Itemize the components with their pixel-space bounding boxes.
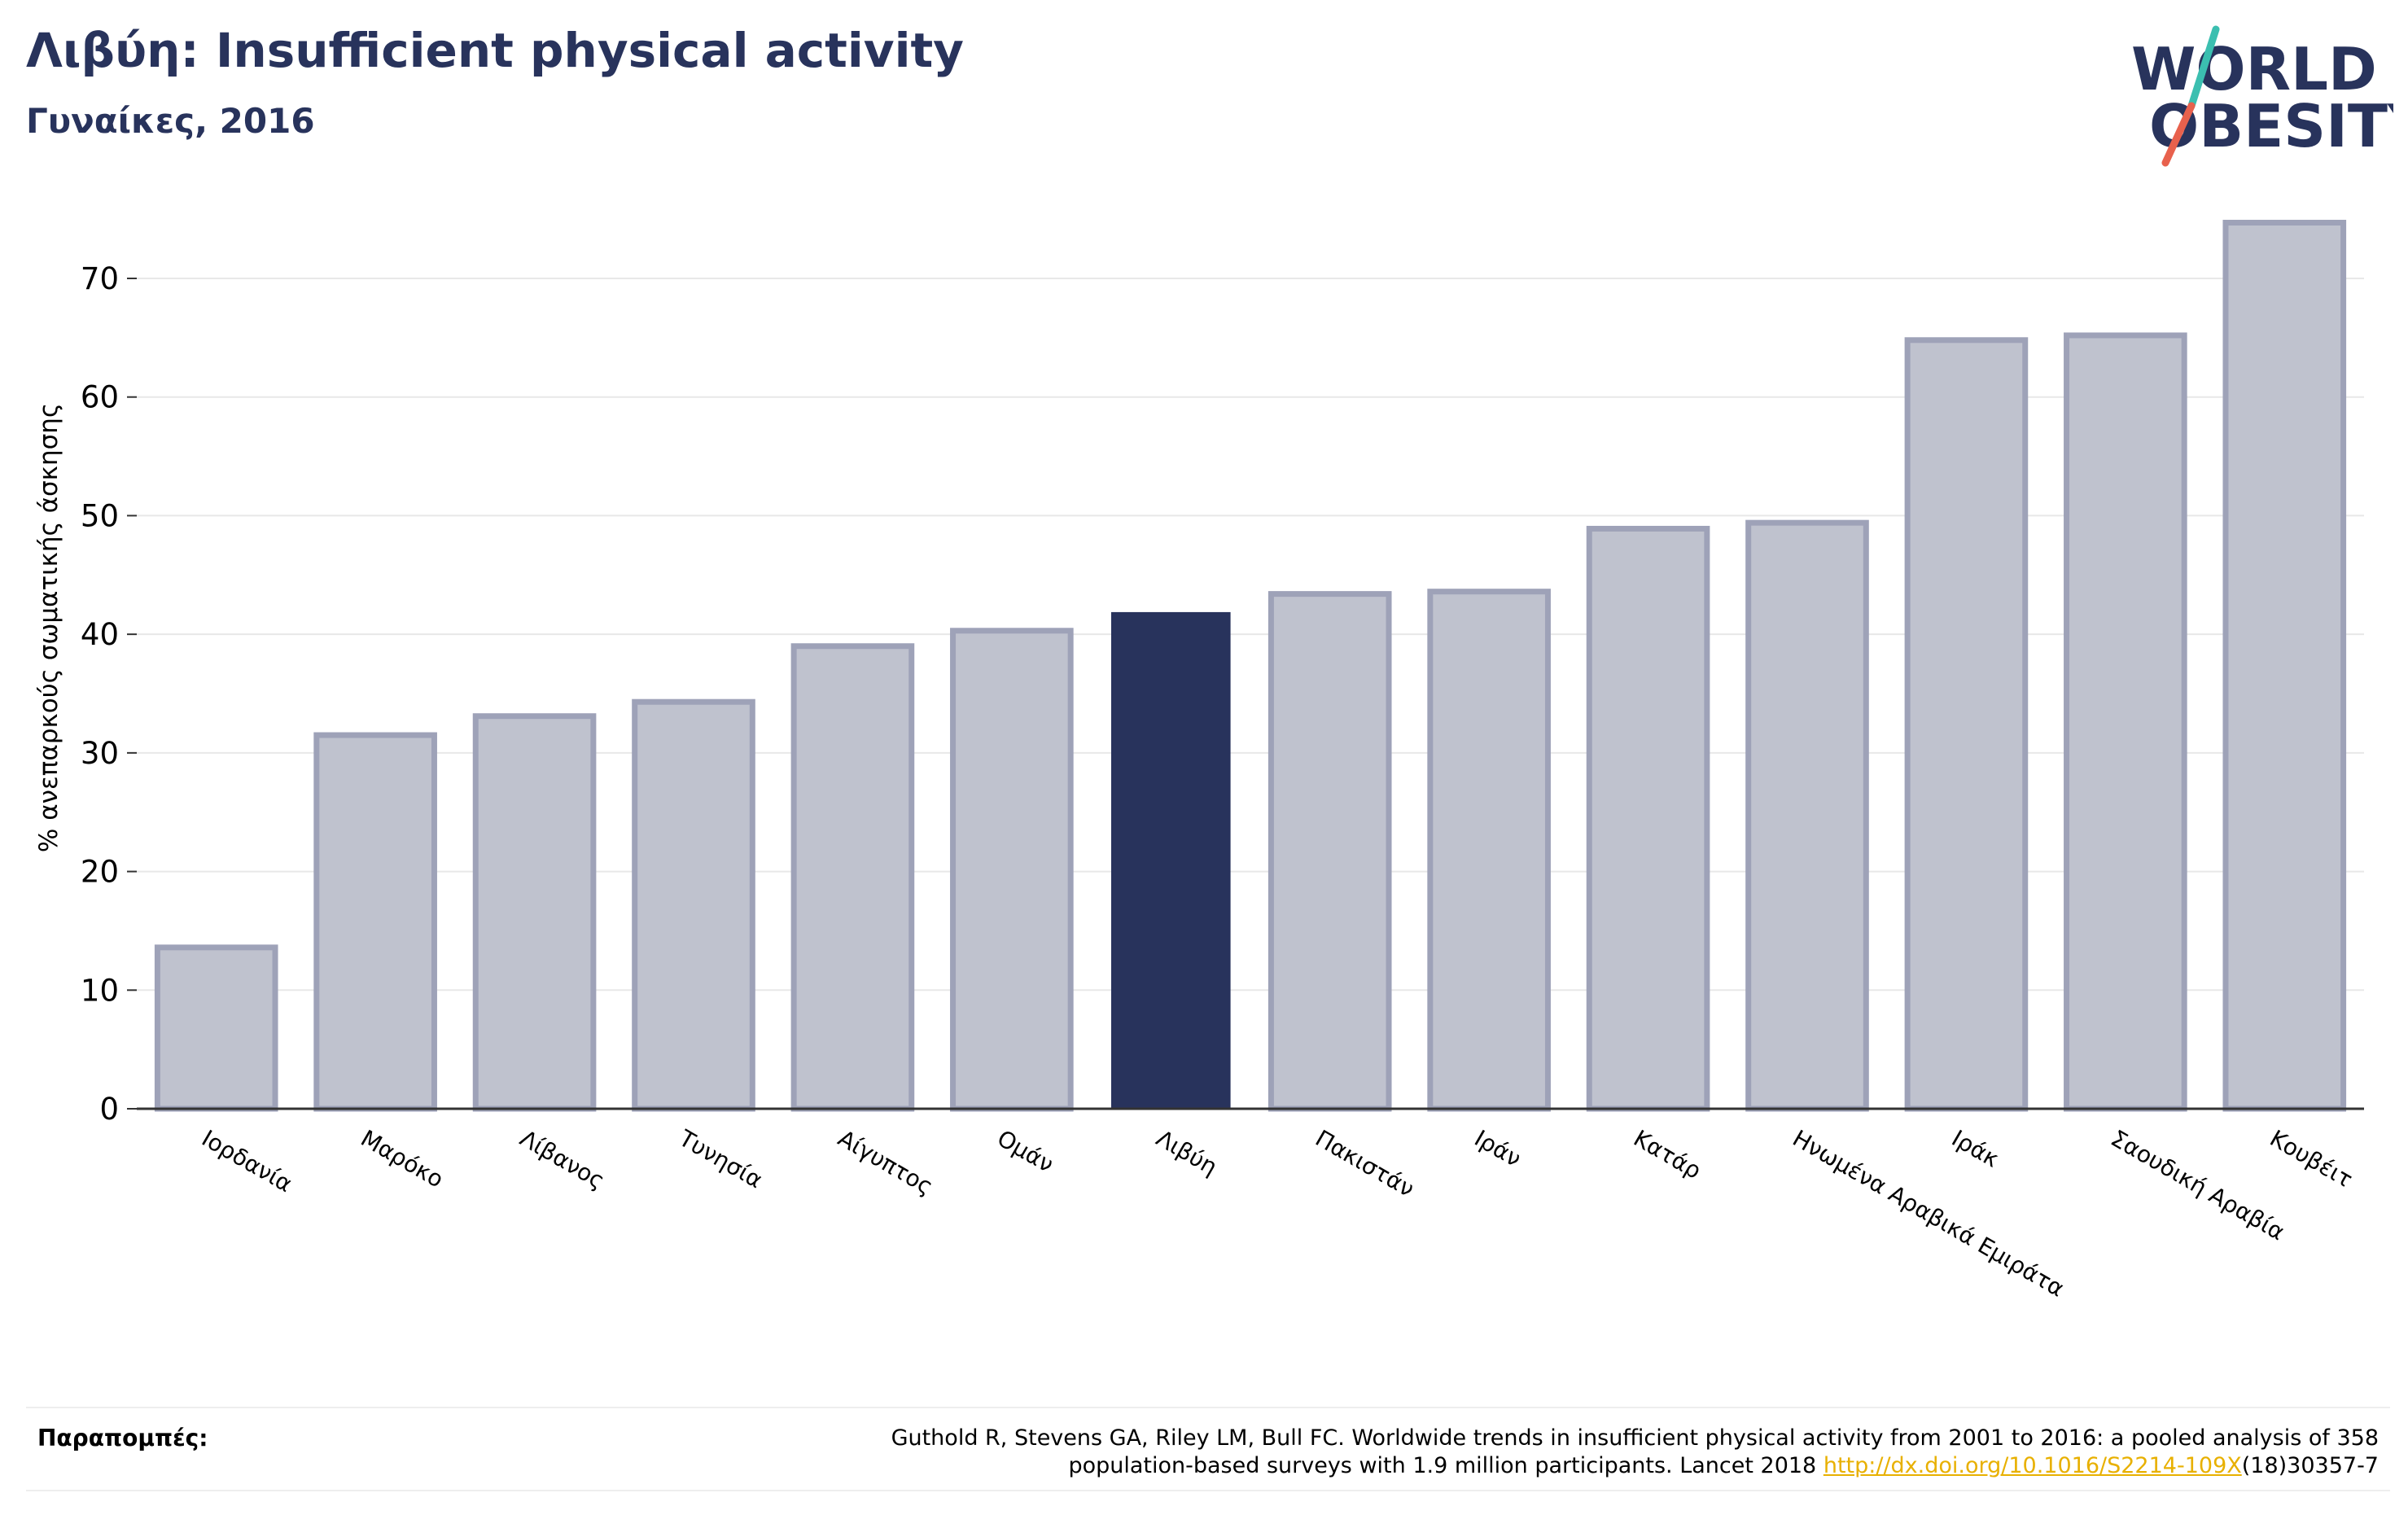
references-line-2-prefix: population-based surveys with 1.9 millio… <box>1068 1453 1824 1478</box>
bar <box>1267 591 1392 1112</box>
bars <box>154 220 2347 1112</box>
logo-slash-coral <box>2161 102 2196 167</box>
logo-line-world: WORLD <box>2131 35 2377 103</box>
x-tick-label: Ιορδανία <box>197 1124 296 1197</box>
y-tick-label: 50 <box>81 498 119 533</box>
x-tick-label: Σαουδική Αραβία <box>2106 1124 2289 1246</box>
bar <box>472 713 597 1112</box>
references-text: Guthold R, Stevens GA, Riley LM, Bull FC… <box>891 1425 2379 1480</box>
x-tick-label: Ιράκ <box>1947 1124 2003 1172</box>
references-label: Παραπομπές: <box>37 1425 208 1451</box>
references-line-1: Guthold R, Stevens GA, Riley LM, Bull FC… <box>891 1425 2379 1451</box>
y-tick-label: 60 <box>81 380 119 415</box>
x-tick-labels: Ιορδανία Μαρόκο Λίβανος Τυνησία Αίγυπτος Ομάν… <box>197 1124 2357 1303</box>
y-tick-label: 70 <box>81 261 119 296</box>
x-tick-label: Τυνησία <box>674 1124 768 1193</box>
x-tick-label: Αίγυπτος <box>834 1124 938 1200</box>
x-tick-label: Λιβύη <box>1152 1124 1222 1180</box>
y-axis-label: % ανεπαρκούς σωματικής άσκησης <box>34 403 63 852</box>
y-tick-label: 30 <box>81 736 119 771</box>
x-tick-label: Ομάν <box>992 1124 1058 1178</box>
bar <box>1745 519 1869 1112</box>
references-line-2: population-based surveys with 1.9 millio… <box>891 1452 2379 1480</box>
bar-chart: 0 10 20 30 40 50 60 70 Ιορδανία Μαρόκο Λίβανος Τυν… <box>34 220 2364 1303</box>
bar <box>313 732 437 1112</box>
x-tick-label: Λίβανος <box>515 1124 609 1194</box>
logo-slash-teal <box>2187 25 2220 110</box>
y-tick-label: 40 <box>81 617 119 652</box>
bar <box>950 628 1074 1112</box>
bar <box>632 698 755 1112</box>
x-tick-label: Μαρόκο <box>357 1124 449 1193</box>
chart-title: Λιβύη: Insufficient physical activity <box>26 23 964 78</box>
references-line-2-suffix: (18)30357-7 <box>2241 1453 2379 1478</box>
x-tick-label: Ιράν <box>1470 1124 1526 1172</box>
x-tick-label: Πακιστάν <box>1311 1124 1419 1202</box>
bar <box>1586 525 1710 1112</box>
y-tick-label: 20 <box>81 855 119 890</box>
y-tick-labels: 0 10 20 30 40 50 60 70 <box>81 261 137 1127</box>
bar <box>1904 337 2029 1112</box>
doi-link[interactable]: http://dx.doi.org/10.1016/S2214-109X <box>1823 1453 2242 1478</box>
bar <box>2064 332 2187 1112</box>
x-tick-label: Κουβέιτ <box>2266 1124 2358 1193</box>
y-tick-label: 10 <box>81 973 119 1008</box>
bar <box>2222 220 2347 1112</box>
world-obesity-logo: WORLD OBESITY <box>2131 25 2393 167</box>
gridlines <box>137 278 2364 992</box>
chart-subtitle: Γυναίκες, 2016 <box>26 101 315 141</box>
bar <box>790 643 915 1112</box>
bar <box>1427 589 1551 1112</box>
bar-highlighted <box>1110 611 1231 1110</box>
bar <box>154 944 278 1112</box>
x-tick-label: Ηνωμένα Αραβικά Εμιράτα <box>1788 1124 2069 1302</box>
y-tick-label: 0 <box>99 1092 119 1127</box>
x-tick-label: Κατάρ <box>1629 1124 1705 1184</box>
references-panel: Παραπομπές: Guthold R, Stevens GA, Riley… <box>26 1407 2390 1491</box>
